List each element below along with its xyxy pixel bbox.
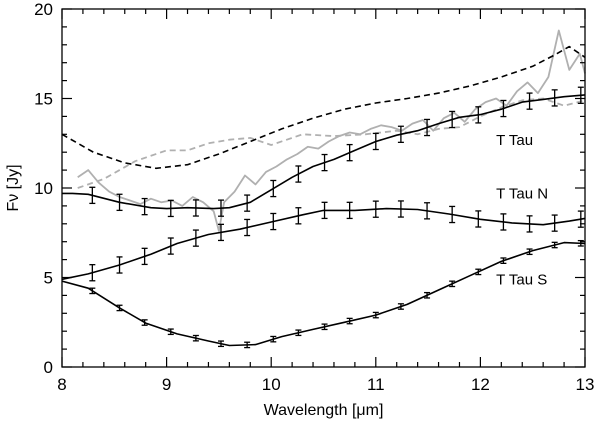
- y-axis-label: Fν [Jy]: [5, 164, 22, 211]
- error-bar-2-13: [397, 200, 404, 218]
- error-bar-3-10: [321, 323, 328, 331]
- error-bar-2-5: [192, 229, 199, 247]
- x-axis-label: Wavelength [μm]: [264, 402, 384, 419]
- error-bar-2-11: [346, 201, 353, 220]
- x-tick-label: 10: [262, 375, 281, 394]
- error-bar-2-19: [551, 214, 558, 232]
- error-bar-1-10: [321, 153, 328, 172]
- error-bar-2-7: [244, 218, 251, 237]
- error-bar-2-18: [526, 215, 533, 233]
- x-tick-label: 9: [162, 375, 171, 394]
- error-bar-2-2: [116, 256, 123, 274]
- error-bar-3-9: [295, 329, 302, 337]
- x-tick-label: 8: [57, 375, 66, 394]
- error-bar-3-2: [116, 304, 123, 312]
- series-line-2: [61, 207, 586, 281]
- error-bar-3-17: [500, 257, 507, 265]
- annotation-label-3: T Tau S: [496, 272, 547, 289]
- error-bar-1-3: [141, 197, 148, 216]
- error-bar-3-13: [397, 303, 404, 310]
- annotations: T Tau T Tau N T Tau S: [496, 132, 548, 289]
- error-bar-3-19: [551, 241, 558, 249]
- error-bar-1-19: [551, 89, 558, 107]
- error-bar-2-12: [372, 200, 379, 218]
- error-bar-1-13: [397, 125, 404, 144]
- error-bar-3-1: [89, 287, 96, 295]
- error-bar-1-2: [116, 193, 123, 212]
- error-bar-2-3: [141, 247, 148, 266]
- annotation-label-1: T Tau: [496, 132, 533, 149]
- error-bar-3-3: [141, 319, 148, 326]
- series-line-5: [77, 97, 586, 189]
- error-bar-3-6: [217, 340, 224, 348]
- error-bar-3-12: [372, 311, 379, 319]
- error-bar-2-10: [321, 201, 328, 220]
- series-line-1: [62, 94, 586, 210]
- series-line-3: [61, 241, 586, 347]
- error-bar-2-8: [270, 212, 277, 231]
- error-bar-2-14: [424, 202, 431, 220]
- error-bar-3-7: [244, 341, 251, 349]
- x-tick-label: 11: [367, 375, 385, 394]
- error-bar-1-4: [167, 199, 174, 218]
- error-bar-1-17: [500, 99, 507, 118]
- error-bar-3-11: [346, 317, 353, 325]
- error-bar-1-15: [449, 110, 456, 129]
- error-bar-1-5: [192, 199, 199, 217]
- error-bar-3-4: [167, 328, 174, 336]
- y-tick-label: 20: [34, 0, 53, 19]
- error-bar-1-11: [346, 143, 353, 162]
- series-line-4: [61, 45, 586, 170]
- error-bar-3-14: [424, 291, 431, 299]
- error-bar-3-15: [449, 280, 456, 288]
- y-tick-label: 0: [44, 358, 53, 377]
- error-bar-1-12: [372, 132, 379, 151]
- x-tick-label: 12: [471, 375, 490, 394]
- y-tick-label: 10: [34, 179, 53, 198]
- error-bar-3-16: [475, 268, 482, 276]
- axes-layer: [61, 8, 586, 368]
- error-bar-2-20: [577, 210, 584, 228]
- error-bar-2-17: [500, 213, 507, 231]
- annotation-label-2: T Tau N: [496, 186, 548, 203]
- error-bar-1-6: [217, 199, 224, 217]
- y-tick-label: 15: [34, 90, 53, 109]
- error-bar-2-4: [167, 237, 174, 255]
- error-bar-1-8: [270, 179, 277, 198]
- error-bar-2-9: [295, 207, 302, 225]
- error-bar-3-18: [526, 248, 533, 256]
- error-bar-3-8: [270, 335, 277, 343]
- error-bar-2-15: [449, 205, 456, 224]
- tick-labels: 8 9 10 11 12 13 0 5 10 15 20: [34, 0, 594, 394]
- error-bar-1-14: [424, 118, 431, 137]
- error-bar-1-18: [526, 92, 533, 110]
- x-tick-label: 13: [576, 375, 595, 394]
- error-bar-1-16: [475, 106, 482, 124]
- error-bar-2-1: [89, 264, 96, 282]
- error-bar-2-6: [217, 223, 224, 242]
- error-bar-1-20: [577, 86, 584, 104]
- error-bar-2-16: [475, 210, 482, 228]
- error-bar-1-1: [89, 186, 96, 205]
- series-layer: [61, 29, 586, 349]
- error-bar-3-5: [192, 334, 199, 342]
- y-tick-label: 5: [44, 269, 53, 288]
- error-bar-1-9: [295, 165, 302, 183]
- error-bar-1-7: [244, 194, 251, 212]
